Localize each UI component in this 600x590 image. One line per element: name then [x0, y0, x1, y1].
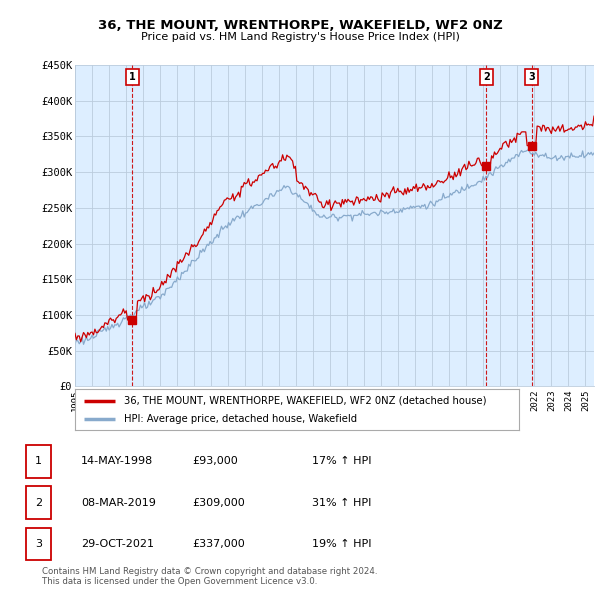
Text: 36, THE MOUNT, WRENTHORPE, WAKEFIELD, WF2 0NZ (detached house): 36, THE MOUNT, WRENTHORPE, WAKEFIELD, WF… [124, 396, 487, 406]
Text: 2: 2 [35, 498, 42, 507]
Text: £337,000: £337,000 [192, 539, 245, 549]
Text: 3: 3 [528, 72, 535, 82]
Text: £309,000: £309,000 [192, 498, 245, 507]
Text: 08-MAR-2019: 08-MAR-2019 [81, 498, 156, 507]
Text: £93,000: £93,000 [192, 457, 238, 466]
Text: 29-OCT-2021: 29-OCT-2021 [81, 539, 154, 549]
Text: Price paid vs. HM Land Registry's House Price Index (HPI): Price paid vs. HM Land Registry's House … [140, 32, 460, 42]
Text: 19% ↑ HPI: 19% ↑ HPI [312, 539, 371, 549]
Text: 31% ↑ HPI: 31% ↑ HPI [312, 498, 371, 507]
Text: Contains HM Land Registry data © Crown copyright and database right 2024.: Contains HM Land Registry data © Crown c… [42, 566, 377, 576]
Text: 36, THE MOUNT, WRENTHORPE, WAKEFIELD, WF2 0NZ: 36, THE MOUNT, WRENTHORPE, WAKEFIELD, WF… [98, 19, 502, 32]
Text: 1: 1 [129, 72, 136, 82]
Text: This data is licensed under the Open Government Licence v3.0.: This data is licensed under the Open Gov… [42, 576, 317, 586]
Text: 17% ↑ HPI: 17% ↑ HPI [312, 457, 371, 466]
Text: 1: 1 [35, 457, 42, 466]
Text: 3: 3 [35, 539, 42, 549]
Text: 2: 2 [483, 72, 490, 82]
Text: 14-MAY-1998: 14-MAY-1998 [81, 457, 153, 466]
Text: HPI: Average price, detached house, Wakefield: HPI: Average price, detached house, Wake… [124, 415, 357, 424]
